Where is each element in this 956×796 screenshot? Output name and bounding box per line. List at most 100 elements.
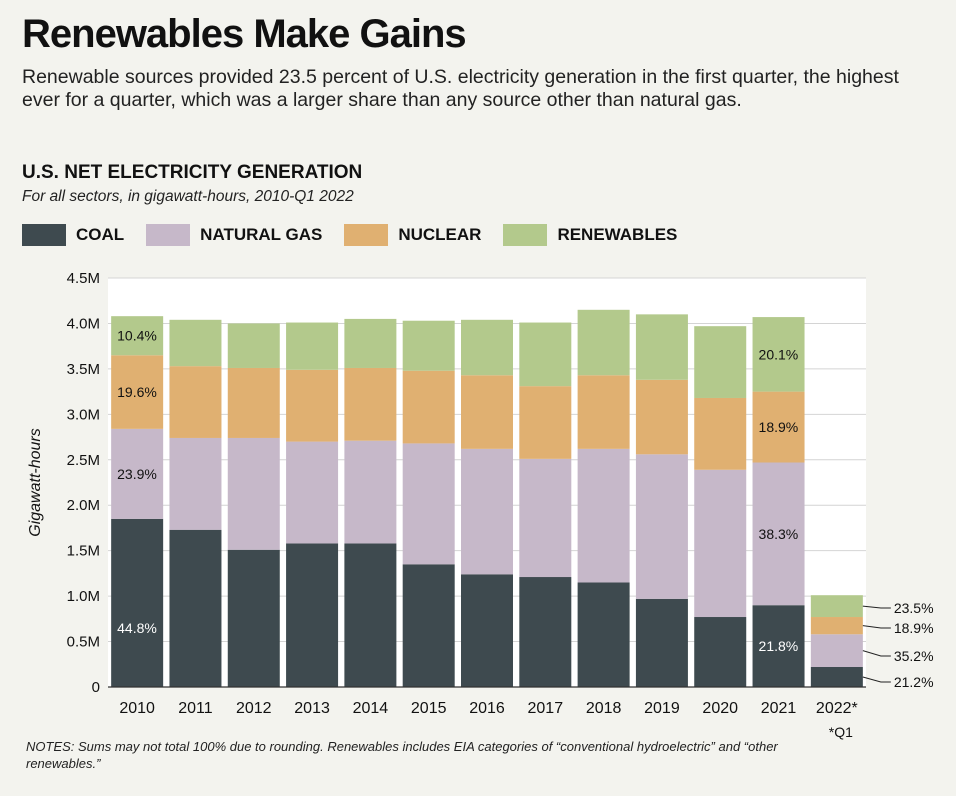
y-tick-label: 1.0M — [67, 588, 100, 605]
y-axis-title: Gigawatt-hours — [27, 428, 44, 537]
x-tick-label: 2014 — [353, 700, 389, 717]
bar-natural-gas-2019 — [635, 454, 688, 599]
annotation-label: 18.9% — [894, 620, 934, 636]
bar-coal-2022 — [810, 667, 863, 687]
y-tick-label: 4.5M — [67, 270, 100, 287]
x-tick-label: 2011 — [178, 700, 213, 717]
bar-natural-gas-2021 — [752, 462, 805, 606]
legend-item-coal: COAL — [22, 224, 124, 246]
bar-natural-gas-2012 — [227, 437, 280, 550]
x-tick-label: 2017 — [528, 700, 564, 717]
category-footnote: *Q1 — [829, 724, 853, 740]
y-tick-label: 3.0M — [67, 406, 100, 423]
bar-renewables-2017 — [519, 322, 572, 387]
bar-nuclear-2020 — [694, 397, 747, 470]
bar-nuclear-2017 — [519, 386, 572, 459]
bar-nuclear-2011 — [169, 366, 222, 438]
bar-coal-2012 — [227, 549, 280, 687]
bar-nuclear-2019 — [635, 379, 688, 455]
segment-label: 18.9% — [759, 419, 799, 435]
bar-natural-gas-2022 — [810, 634, 863, 668]
bar-nuclear-2010 — [111, 355, 164, 429]
x-tick-label: 2010 — [119, 700, 155, 717]
legend-swatch-natural-gas — [146, 224, 191, 246]
y-tick-label: 2.5M — [67, 452, 100, 469]
chart-title: U.S. NET ELECTRICITY GENERATION — [22, 162, 363, 183]
bar-natural-gas-2015 — [402, 443, 455, 565]
annotation-label: 35.2% — [894, 648, 934, 664]
bar-nuclear-2014 — [344, 367, 397, 441]
page-title: Renewables Make Gains — [22, 12, 467, 56]
bar-renewables-2014 — [344, 318, 397, 368]
bar-nuclear-2022 — [810, 617, 863, 635]
annotation-leader — [862, 605, 891, 609]
bar-coal-2020 — [694, 617, 747, 687]
bar-nuclear-2016 — [461, 375, 513, 449]
bar-nuclear-2015 — [402, 370, 455, 444]
y-tick-label: 4.0M — [67, 315, 100, 332]
data-labels: 44.8% 23.9% 19.6% 10.4% 21.8% 38.3% 18.9% 20.1%… — [117, 328, 933, 690]
x-tick-label: 2020 — [702, 700, 738, 717]
bar-coal-2016 — [461, 574, 513, 687]
segment-label: 21.8% — [759, 638, 799, 654]
bar-renewables-2011 — [169, 319, 222, 367]
bar-coal-2013 — [286, 543, 339, 687]
bar-coal-2018 — [577, 582, 630, 687]
x-tick-label: 2019 — [644, 700, 680, 717]
bar-renewables-2019 — [635, 314, 688, 380]
segment-label: 19.6% — [117, 384, 157, 400]
legend-label-coal: COAL — [76, 225, 125, 244]
axes: 0 0.5M 1.0M 1.5M 2.0M 2.5M 3.0M 3.5M 4.0M 4.5M Gig… — [27, 270, 866, 740]
bar-renewables-2018 — [577, 309, 630, 376]
y-tick-label: 2.0M — [67, 497, 100, 514]
x-tick-label: 2022* — [816, 700, 858, 717]
bar-coal-2017 — [519, 577, 572, 687]
x-tick-label: 2018 — [586, 700, 622, 717]
legend-swatch-coal — [22, 224, 66, 246]
page-dek: Renewable sources provided 23.5 percent … — [22, 66, 899, 111]
segment-label: 10.4% — [117, 328, 157, 344]
bar-coal-2011 — [169, 529, 222, 687]
bar-renewables-2013 — [286, 322, 339, 370]
chart-notes: NOTES: Sums may not total 100% due to ro… — [26, 739, 778, 771]
chart-legend: COAL NATURAL GAS NUCLEAR RENEWABLES — [22, 224, 699, 246]
bar-nuclear-2012 — [227, 367, 280, 438]
y-tick-label: 3.5M — [67, 361, 100, 378]
legend-swatch-renewables — [503, 224, 548, 246]
legend-item-natural-gas: NATURAL GAS — [146, 224, 322, 246]
y-tick-label: 1.5M — [67, 543, 100, 560]
bar-natural-gas-2020 — [694, 469, 747, 618]
bar-renewables-2022 — [810, 595, 863, 618]
bar-renewables-2021 — [752, 317, 805, 392]
segment-label: 38.3% — [759, 526, 799, 542]
legend-swatch-nuclear — [344, 224, 389, 246]
y-tick-label: 0.5M — [67, 634, 100, 651]
bar-coal-2019 — [635, 598, 688, 687]
bars — [111, 309, 863, 687]
bar-natural-gas-2013 — [286, 441, 339, 544]
segment-label: 44.8% — [117, 620, 157, 636]
legend-label-nuclear: NUCLEAR — [398, 225, 482, 244]
bar-nuclear-2018 — [577, 375, 630, 449]
bar-natural-gas-2014 — [344, 440, 397, 544]
annotation-leader — [862, 625, 891, 629]
bar-coal-2015 — [402, 564, 455, 687]
annotation-label: 21.2% — [894, 674, 934, 690]
segment-label: 23.9% — [117, 466, 157, 482]
x-tick-label: 2012 — [236, 700, 272, 717]
bar-renewables-2015 — [402, 320, 455, 371]
bar-natural-gas-2011 — [169, 437, 222, 530]
bar-coal-2010 — [111, 518, 164, 687]
bar-natural-gas-2016 — [461, 448, 513, 575]
bar-natural-gas-2010 — [111, 428, 164, 519]
bar-nuclear-2013 — [286, 369, 339, 442]
bar-natural-gas-2018 — [577, 448, 630, 583]
legend-item-renewables: RENEWABLES — [503, 224, 677, 246]
legend-label-natural-gas: NATURAL GAS — [200, 225, 323, 244]
annotation-leader — [862, 650, 891, 657]
x-tick-label: 2016 — [469, 700, 505, 717]
annotation-leader — [862, 676, 891, 683]
bar-renewables-2020 — [694, 326, 747, 398]
annotation-label: 23.5% — [894, 600, 934, 616]
